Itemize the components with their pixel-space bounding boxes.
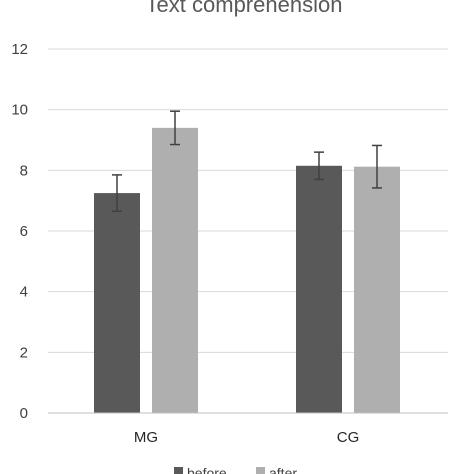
error-bars <box>112 110 382 213</box>
error-bar-cg-before <box>314 151 324 181</box>
error-bar-mg-after <box>170 110 180 146</box>
y-tick-label: 2 <box>20 344 28 361</box>
y-tick-label: 8 <box>20 162 28 179</box>
y-tick-label: 0 <box>20 405 28 422</box>
bar-mg-before <box>94 193 140 413</box>
legend-swatch <box>256 467 265 474</box>
legend-label: after <box>269 465 297 474</box>
bars <box>94 127 400 413</box>
y-tick-label: 6 <box>20 223 28 240</box>
legend-swatch <box>174 467 183 474</box>
y-tick-label: 4 <box>20 284 28 301</box>
y-tick-label: 10 <box>11 102 28 119</box>
error-bar-mg-before <box>112 174 122 213</box>
bar-cg-before <box>296 165 342 413</box>
chart-title: Text comprehension <box>146 0 343 17</box>
bar-mg-after <box>152 127 198 413</box>
x-category-label: MG <box>134 429 158 446</box>
legend-item-before: before <box>174 465 227 474</box>
y-axis: 0 2 4 6 8 10 12 <box>11 41 28 422</box>
error-bar-cg-after <box>372 144 382 189</box>
x-axis: MG CG <box>134 429 359 446</box>
x-category-label: CG <box>337 429 360 446</box>
legend: before after <box>174 465 297 474</box>
legend-label: before <box>187 465 227 474</box>
legend-item-after: after <box>256 465 297 474</box>
bar-cg-after <box>354 166 400 413</box>
y-tick-label: 12 <box>11 41 28 58</box>
